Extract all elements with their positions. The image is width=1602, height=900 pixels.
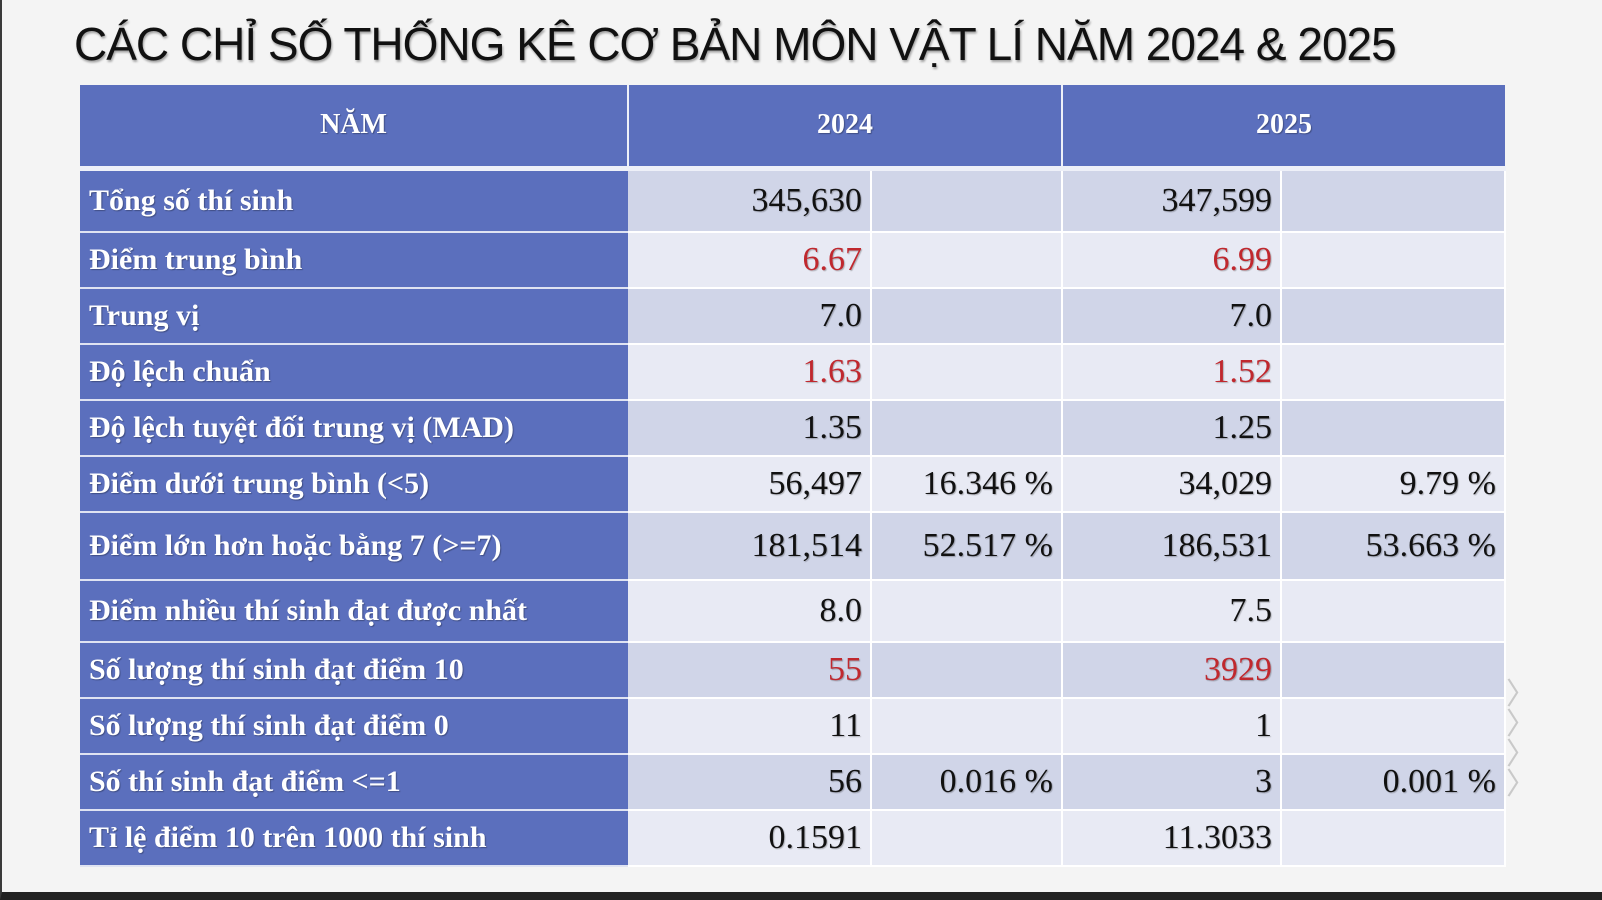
row-label: Số lượng thí sinh đạt điểm 10 xyxy=(80,642,628,699)
table-row: Số lượng thí sinh đạt điểm 0 11 1 xyxy=(80,698,1506,755)
value-2025: 34,029 xyxy=(1062,456,1282,513)
value-2025: 6.99 xyxy=(1062,232,1282,289)
percent-2024 xyxy=(871,288,1063,345)
value-2025: 3 xyxy=(1062,754,1282,811)
table-row: Độ lệch tuyệt đối trung vị (MAD) 1.35 1.25 xyxy=(80,400,1506,457)
percent-2024 xyxy=(871,232,1063,289)
percent-2024 xyxy=(871,400,1063,457)
value-2024: 56,497 xyxy=(628,456,872,513)
header-year-label: NĂM xyxy=(80,85,629,171)
percent-2025 xyxy=(1281,642,1506,699)
row-label: Số lượng thí sinh đạt điểm 0 xyxy=(80,698,628,755)
row-label: Độ lệch chuẩn xyxy=(80,344,628,401)
row-label: Số thí sinh đạt điểm <=1 xyxy=(80,754,628,811)
row-label: Tổng số thí sinh xyxy=(80,168,628,233)
value-2024: 1.63 xyxy=(628,344,872,401)
value-2024: 0.1591 xyxy=(628,810,872,867)
header-year-2024: 2024 xyxy=(628,85,1063,171)
percent-2024: 52.517 % xyxy=(871,512,1063,581)
percent-2025: 9.79 % xyxy=(1281,456,1506,513)
row-label: Độ lệch tuyệt đối trung vị (MAD) xyxy=(80,400,628,457)
table-row: Điểm lớn hơn hoặc bằng 7 (>=7) 181,514 52.… xyxy=(80,512,1506,581)
percent-2025: 0.001 % xyxy=(1281,754,1506,811)
slide-title: CÁC CHỈ SỐ THỐNG KÊ CƠ BẢN MÔN VẬT LÍ NĂ… xyxy=(74,18,1397,70)
row-label: Điểm nhiều thí sinh đạt được nhất xyxy=(80,580,628,643)
percent-2025 xyxy=(1281,400,1506,457)
value-2024: 6.67 xyxy=(628,232,872,289)
value-2025: 7.5 xyxy=(1062,580,1282,643)
value-2025: 1.25 xyxy=(1062,400,1282,457)
value-2025: 11.3033 xyxy=(1062,810,1282,867)
table-row: Tổng số thí sinh 345,630 347,599 xyxy=(80,168,1506,233)
table-row: Số thí sinh đạt điểm <=1 56 0.016 % 3 0.001 … xyxy=(80,754,1506,811)
value-2025: 347,599 xyxy=(1062,168,1282,233)
value-2024: 55 xyxy=(628,642,872,699)
row-label: Trung vị xyxy=(80,288,628,345)
table-body: Tổng số thí sinh 345,630 347,599 Điểm trung… xyxy=(80,168,1506,867)
table-row: Độ lệch chuẩn 1.63 1.52 xyxy=(80,344,1506,401)
next-slide-arrows-icon: 〉〉〉〉 xyxy=(1506,677,1536,802)
percent-2025: 53.663 % xyxy=(1281,512,1506,581)
value-2025: 1 xyxy=(1062,698,1282,755)
header-year-2025: 2025 xyxy=(1062,85,1505,171)
percent-2024 xyxy=(871,580,1063,643)
percent-2024 xyxy=(871,168,1063,233)
table-header-row: NĂM 2024 2025 xyxy=(80,85,1505,171)
value-2025: 3929 xyxy=(1062,642,1282,699)
table-row: Tỉ lệ điểm 10 trên 1000 thí sinh 0.1591 11… xyxy=(80,810,1506,867)
percent-2024: 16.346 % xyxy=(871,456,1063,513)
value-2025: 186,531 xyxy=(1062,512,1282,581)
value-2025: 1.52 xyxy=(1062,344,1282,401)
percent-2025 xyxy=(1281,288,1506,345)
percent-2025 xyxy=(1281,810,1506,867)
value-2025: 7.0 xyxy=(1062,288,1282,345)
percent-2024 xyxy=(871,698,1063,755)
value-2024: 11 xyxy=(628,698,872,755)
statistics-table: NĂM 2024 2025 Tổng số thí sinh 345,630 347… xyxy=(80,85,1506,867)
value-2024: 181,514 xyxy=(628,512,872,581)
percent-2024 xyxy=(871,810,1063,867)
table-row: Số lượng thí sinh đạt điểm 10 55 3929 xyxy=(80,642,1506,699)
percent-2025 xyxy=(1281,344,1506,401)
percent-2025 xyxy=(1281,232,1506,289)
value-2024: 1.35 xyxy=(628,400,872,457)
percent-2024 xyxy=(871,642,1063,699)
value-2024: 8.0 xyxy=(628,580,872,643)
value-2024: 56 xyxy=(628,754,872,811)
table-row: Điểm nhiều thí sinh đạt được nhất 8.0 7.5 xyxy=(80,580,1506,643)
percent-2025 xyxy=(1281,580,1506,643)
row-label: Tỉ lệ điểm 10 trên 1000 thí sinh xyxy=(80,810,628,867)
table-row: Điểm dưới trung bình (<5) 56,497 16.346 % 3… xyxy=(80,456,1506,513)
percent-2024 xyxy=(871,344,1063,401)
value-2024: 345,630 xyxy=(628,168,872,233)
value-2024: 7.0 xyxy=(628,288,872,345)
percent-2024: 0.016 % xyxy=(871,754,1063,811)
row-label: Điểm lớn hơn hoặc bằng 7 (>=7) xyxy=(80,512,628,581)
percent-2025 xyxy=(1281,168,1506,233)
row-label: Điểm trung bình xyxy=(80,232,628,289)
table-row: Trung vị 7.0 7.0 xyxy=(80,288,1506,345)
row-label: Điểm dưới trung bình (<5) xyxy=(80,456,628,513)
percent-2025 xyxy=(1281,698,1506,755)
table-row: Điểm trung bình 6.67 6.99 xyxy=(80,232,1506,289)
